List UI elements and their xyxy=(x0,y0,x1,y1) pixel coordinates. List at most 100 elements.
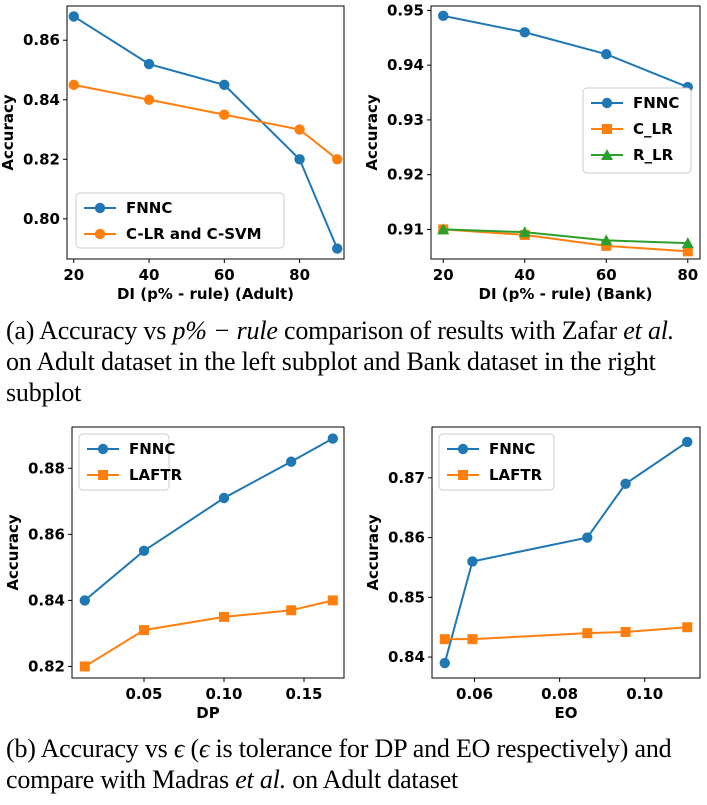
plot-frame xyxy=(66,5,345,260)
caption-a: (a) Accuracy vs p% − rule comparison of … xyxy=(6,315,704,408)
caption-b-etal: et al. xyxy=(235,765,286,794)
series-laftr-point-4 xyxy=(682,622,693,633)
series-c-lr-point-2 xyxy=(601,240,612,251)
x-tick-label: 0.10 xyxy=(205,685,242,703)
legend-swatch-point-0 xyxy=(457,443,469,455)
legend-entry-label: FNNC xyxy=(489,440,535,458)
y-tick-label: 0.82 xyxy=(28,657,65,675)
series-fnnc-point-0 xyxy=(79,595,91,606)
legend-entry-label: C_LR xyxy=(633,120,673,138)
caption-b-prefix: (b) Accuracy vs xyxy=(6,734,174,763)
legend-entry-label: LAFTR xyxy=(489,466,543,484)
y-tick-label: 0.84 xyxy=(28,591,65,609)
plot-frame xyxy=(430,5,701,260)
legend-swatch-point-1 xyxy=(602,124,612,134)
chart-panel-2: 20 40 60 80 0.91 0.92 0.93 0.94 0.95 DI (p% - rul… xyxy=(363,1,701,303)
y-tick-label: 0.94 xyxy=(387,56,424,74)
series-laftr xyxy=(439,622,693,645)
y-axis-label: Accuracy xyxy=(364,514,382,590)
y-axis-label: Accuracy xyxy=(0,94,17,170)
y-tick-label: 0.86 xyxy=(388,529,425,547)
series-c-lr-point-3 xyxy=(682,246,693,257)
x-tick-label: 60 xyxy=(214,266,235,284)
legend: FNNC LAFTR xyxy=(78,433,183,491)
y-axis-label: Accuracy xyxy=(4,514,22,590)
caption-b-epsilon: ϵ xyxy=(173,734,185,763)
series-fnnc-point-2 xyxy=(219,79,230,91)
series-c-lr-and-c-svm-line xyxy=(73,83,338,161)
series-laftr xyxy=(79,595,338,672)
x-tick-label: 0.08 xyxy=(541,685,578,703)
series-laftr-point-3 xyxy=(286,605,297,616)
legend-swatch-point-0 xyxy=(97,443,109,455)
y-tick-label: 0.80 xyxy=(23,210,60,228)
series-laftr-point-2 xyxy=(582,628,593,639)
legend-box xyxy=(75,192,285,249)
series-c-lr-and-c-svm-point-3 xyxy=(294,124,305,135)
x-tick-label: 80 xyxy=(677,266,698,284)
series-c-lr-and-c-svm-point-0 xyxy=(68,79,79,91)
series-fnnc-point-4 xyxy=(332,243,343,254)
x-axis-label: DI (p% - rule) (Bank) xyxy=(479,285,653,303)
y-tick-label: 0.85 xyxy=(388,588,425,606)
series-fnnc-point-1 xyxy=(138,545,150,557)
series-fnnc-point-2 xyxy=(218,492,230,504)
x-axis-label: EO xyxy=(555,704,578,722)
legend: FNNC LAFTR xyxy=(438,433,555,491)
legend: FNNC C-LR and C-SVM xyxy=(75,192,285,249)
legend-swatch-point-1 xyxy=(458,470,468,480)
legend-entry-label: FNNC xyxy=(129,440,175,458)
x-tick-label: 60 xyxy=(596,266,617,284)
x-tick-label: 0.05 xyxy=(125,685,162,703)
series-fnnc xyxy=(79,433,338,606)
x-tick-label: 40 xyxy=(139,266,160,284)
series-laftr-point-0 xyxy=(79,661,90,672)
legend-entry-label: C-LR and C-SVM xyxy=(126,225,262,243)
legend-swatch-point-1 xyxy=(94,228,106,240)
x-tick-label: 20 xyxy=(63,266,84,284)
series-c-lr-and-c-svm xyxy=(68,79,343,165)
series-laftr-point-1 xyxy=(467,634,478,645)
series-fnnc-point-1 xyxy=(467,556,478,567)
caption-a-prefix: (a) Accuracy vs xyxy=(6,316,173,345)
legend-box xyxy=(582,87,692,174)
series-fnnc-point-4 xyxy=(682,436,693,448)
legend-entry-label: R_LR xyxy=(633,146,674,164)
series-fnnc-point-3 xyxy=(620,478,631,489)
y-tick-label: 0.88 xyxy=(28,459,65,477)
y-tick-label: 0.93 xyxy=(387,111,424,129)
legend-entry-label: LAFTR xyxy=(129,466,183,484)
series-fnnc-point-0 xyxy=(68,11,79,22)
series-c-lr-and-c-svm-point-1 xyxy=(143,94,155,105)
legend-swatch-point-2 xyxy=(601,149,613,160)
x-axis-label: DI (p% - rule) (Adult) xyxy=(117,285,294,303)
series-r-lr-point-0 xyxy=(437,223,450,235)
series-laftr-line xyxy=(444,626,688,641)
x-tick-label: 0.10 xyxy=(626,685,663,703)
plot-frame xyxy=(431,426,701,679)
plot-frame xyxy=(71,426,345,679)
series-c-lr-and-c-svm-point-4 xyxy=(332,154,343,165)
caption-a-suffix: on Adult dataset in the left subplot and… xyxy=(6,347,656,407)
series-fnnc-point-0 xyxy=(438,10,449,22)
series-r-lr-point-3 xyxy=(681,237,694,249)
series-laftr-point-2 xyxy=(219,611,229,622)
legend-swatch-point-1 xyxy=(98,470,108,480)
series-fnnc-point-1 xyxy=(143,58,155,70)
caption-a-etal: et al. xyxy=(623,316,675,345)
chart-panel-4: 0.06 0.08 0.10 0.84 0.85 0.86 0.87 EO Accuracy FN… xyxy=(364,426,701,722)
x-tick-label: 40 xyxy=(514,266,535,284)
legend-swatch-point-0 xyxy=(94,202,106,214)
y-tick-label: 0.86 xyxy=(23,31,60,49)
y-tick-label: 0.92 xyxy=(387,166,424,184)
caption-b-epsilon-2: ϵ xyxy=(198,734,210,763)
series-fnnc-point-3 xyxy=(286,456,297,467)
legend: FNNC C_LR R_LR xyxy=(582,87,692,174)
series-laftr-point-1 xyxy=(139,625,149,636)
series-c-lr xyxy=(438,224,693,257)
series-r-lr xyxy=(437,223,694,249)
y-tick-label: 0.84 xyxy=(23,91,60,109)
caption-b-middle1: ( xyxy=(184,734,199,763)
y-tick-label: 0.84 xyxy=(388,648,425,666)
series-r-lr-line xyxy=(443,228,688,245)
